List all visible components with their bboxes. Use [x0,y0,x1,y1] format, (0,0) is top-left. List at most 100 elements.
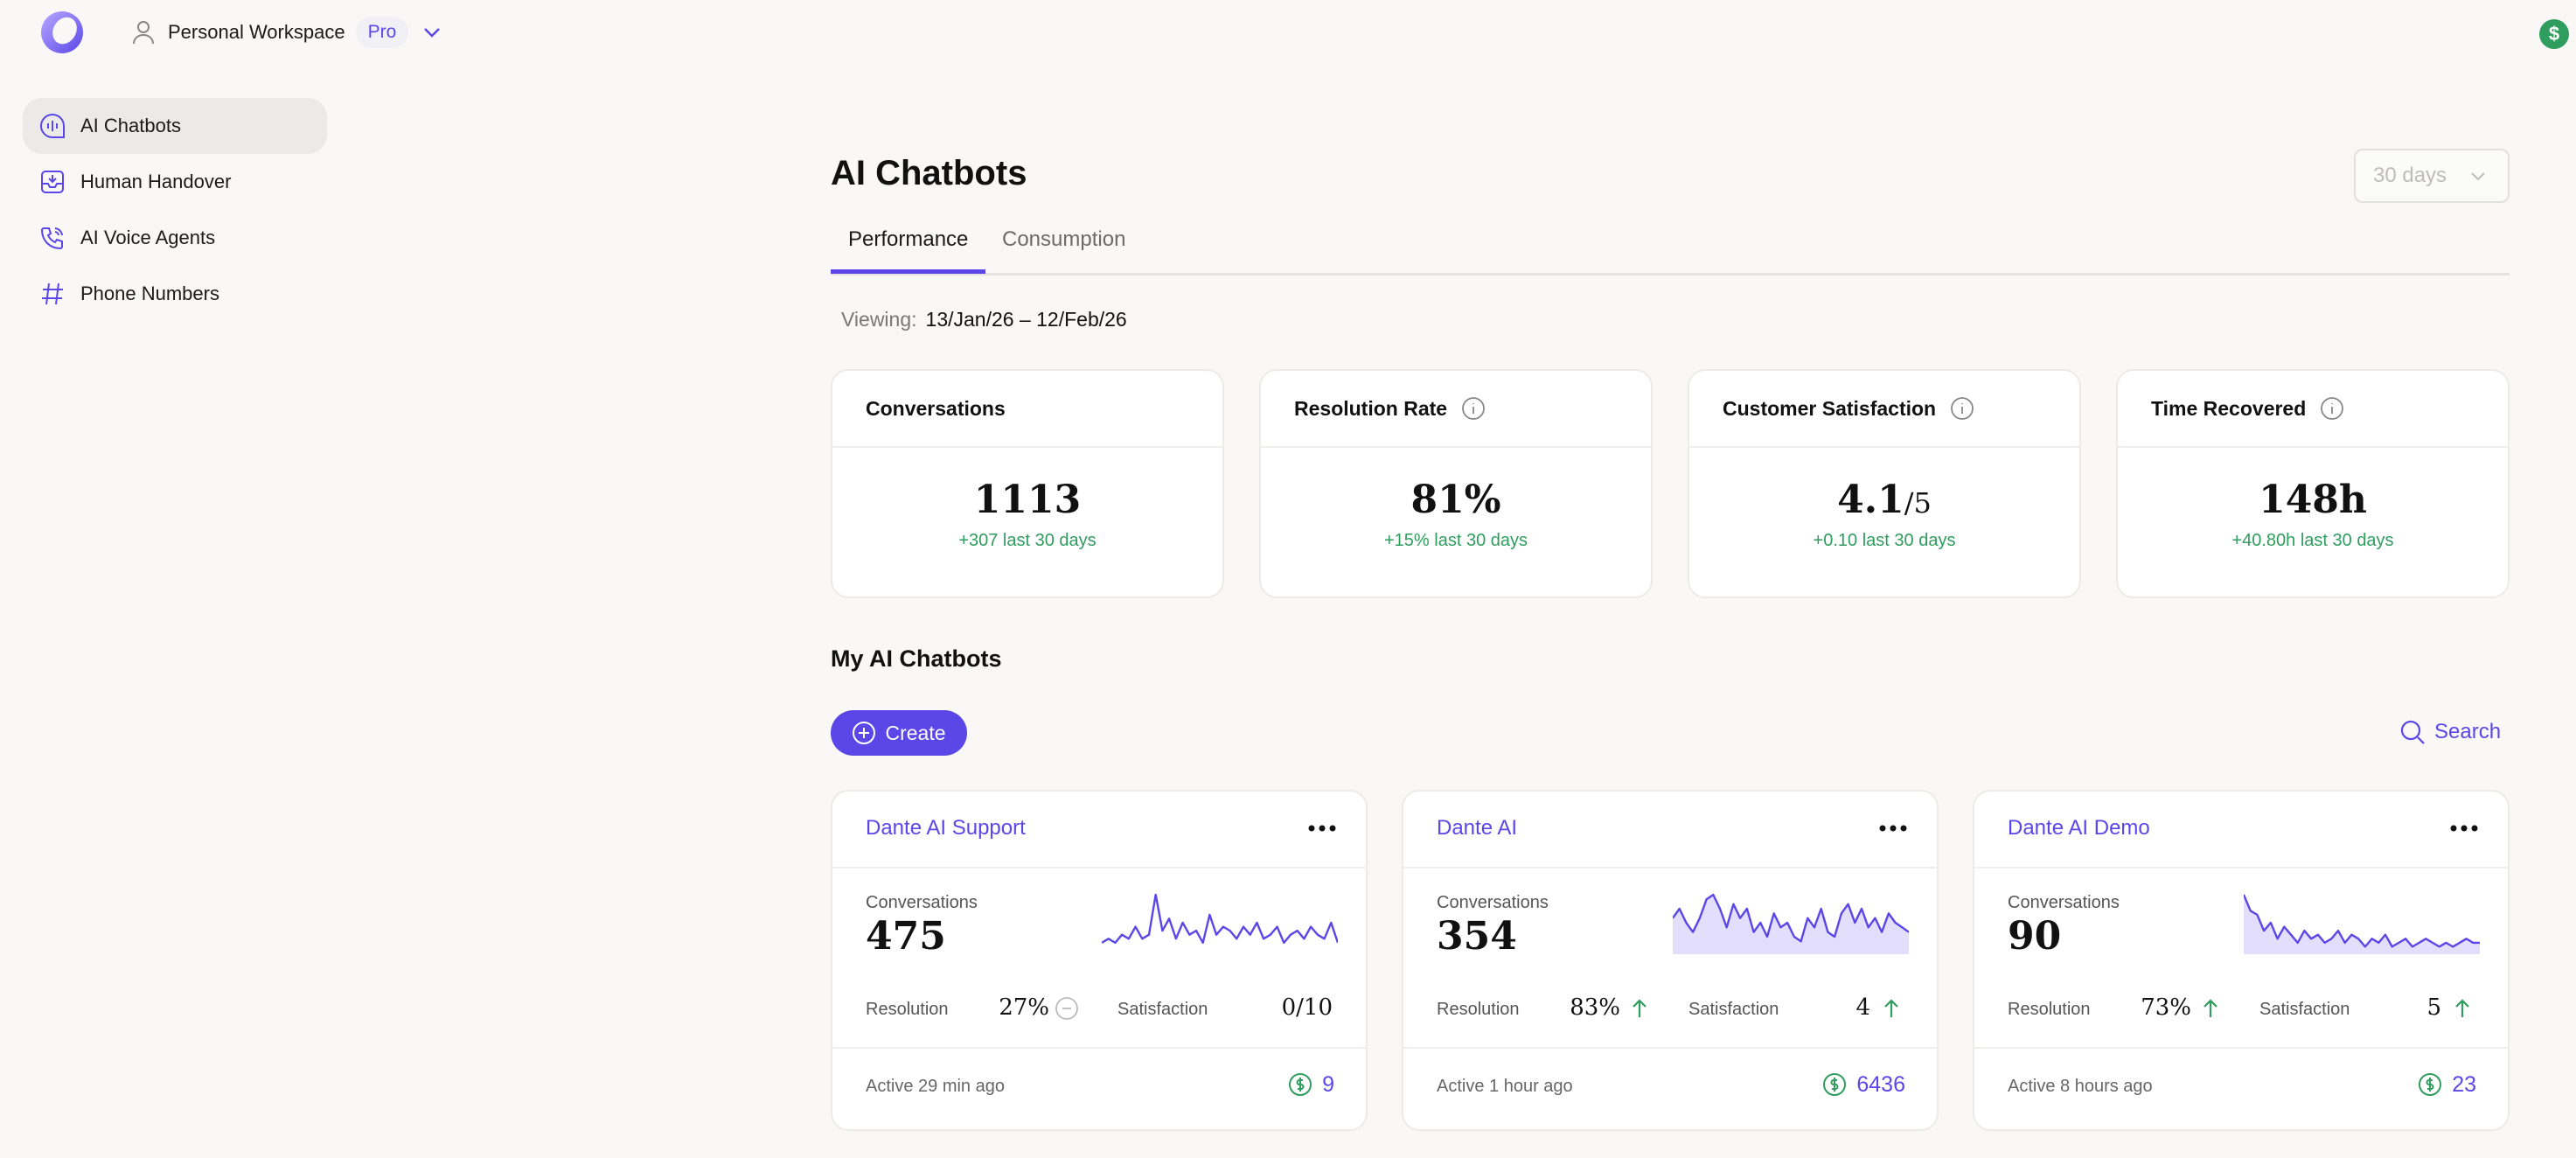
workspace-name: Personal Workspace [168,21,345,43]
conversations-label: Conversations [866,893,978,912]
tab-bar: Performance Consumption [831,220,2510,276]
sidebar-item-ai-chatbots[interactable]: AI Chatbots [23,98,327,154]
stat-title: Conversations [866,396,1006,420]
top-bar: Personal Workspace Pro $ [0,0,2576,65]
sparkline-area [2244,895,2480,954]
sparkline-area [1673,895,1909,954]
create-button[interactable]: Create [831,710,967,756]
satisfaction-value: 5 [2426,994,2441,1021]
stat-delta: +0.10 last 30 days [1813,531,1956,550]
resolution-value: 27% [999,994,1049,1021]
sidebar: AI Chatbots Human Handover AI Voice Agen… [23,98,327,322]
conversations-value: 354 [1437,914,1517,959]
chatbot-card: Dante AI Demo Conversations 90 Resolutio… [1973,790,2510,1131]
credits-dollar-icon[interactable]: $ [2539,19,2569,49]
stat-title: Customer Satisfaction [1723,396,1937,420]
arrow-up-icon [1633,999,1647,1017]
sparkline-line [1673,893,1909,943]
stat-title: Resolution Rate [1294,396,1448,420]
satisfaction-value: 4 [1855,994,1870,1021]
viewing-range: Viewing: 13/Jan/26 – 12/Feb/26 [841,308,1127,331]
stat-value: 81% [1410,478,1501,522]
conversations-sparkline [1102,893,1338,945]
info-icon[interactable] [1461,396,1486,421]
sidebar-item-phone-numbers[interactable]: Phone Numbers [23,266,327,322]
conversations-label: Conversations [2008,893,2120,912]
satisfaction-label: Satisfaction [1688,1000,1779,1019]
arrow-up-icon [1884,999,1898,1017]
user-icon [133,21,154,45]
search-button[interactable]: Search [2399,719,2501,745]
tab-consumption[interactable]: Consumption [1002,227,1126,251]
resolution-label: Resolution [1437,1000,1520,1019]
info-icon[interactable] [2320,396,2344,421]
chatbot-card: Dante AI Conversations 354 Resolution 83… [1402,790,1939,1131]
inbox-icon [41,171,64,193]
stat-value: 4.1/5 [1837,478,1932,522]
conversations-label: Conversations [1437,893,1549,912]
sidebar-item-label: AI Voice Agents [80,227,216,248]
page-title: AI Chatbots [831,154,1027,192]
viewing-value: 13/Jan/26 – 12/Feb/26 [925,308,1127,331]
more-options-icon[interactable] [1877,818,1909,839]
chatbot-icon [40,113,65,138]
date-range-select[interactable]: 30 days [2354,149,2510,203]
last-active-text: Active 8 hours ago [2008,1077,2153,1096]
sidebar-item-human-handover[interactable]: Human Handover [23,154,327,210]
satisfaction-label: Satisfaction [1117,1000,1208,1019]
chevron-down-icon [2471,172,2485,181]
dollar-circle-icon [1289,1073,1312,1096]
chatbot-cards: Dante AI Support Conversations 475 Resol… [831,790,2510,1131]
phone-call-icon [40,227,63,250]
date-range-value: 30 days [2373,164,2447,187]
chatbot-name-link[interactable]: Dante AI Support [866,816,1026,840]
chevron-down-icon[interactable] [421,21,443,44]
stat-value: 1113 [973,478,1082,522]
plan-badge: Pro [355,17,409,48]
stat-card-conversations: Conversations 1113 +307 last 30 days [831,369,1224,598]
search-icon [2400,720,2425,744]
create-label: Create [885,721,946,744]
dollar-circle-icon [1823,1073,1847,1096]
stat-delta: +15% last 30 days [1384,531,1528,550]
dollar-circle-icon [2419,1073,2442,1096]
conversations-value: 90 [2008,914,2062,959]
neutral-trend-icon [1055,997,1078,1020]
hash-icon [42,283,63,305]
stat-card-time-recovered: Time Recovered 148h +40.80h last 30 days [2116,369,2510,598]
chatbot-name-link[interactable]: Dante AI Demo [2008,816,2150,840]
sparkline-line [1102,893,1338,945]
info-icon[interactable] [1950,396,1974,421]
more-options-icon[interactable] [2448,818,2480,839]
plus-circle-icon [853,722,876,744]
sidebar-item-ai-voice-agents[interactable]: AI Voice Agents [23,210,327,266]
conversations-sparkline [2244,894,2480,954]
satisfaction-value: 0/10 [1281,994,1333,1021]
workspace-switcher[interactable]: Personal Workspace Pro [131,17,443,48]
chatbot-name-link[interactable]: Dante AI [1437,816,1518,840]
credits-value: 6436 [1856,1071,1905,1097]
stats-row: Conversations 1113 +307 last 30 days Res… [831,369,2510,598]
more-options-icon[interactable] [1306,818,1338,839]
resolution-label: Resolution [866,1000,949,1019]
sidebar-item-label: AI Chatbots [80,115,181,136]
section-title: My AI Chatbots [831,645,1002,672]
chatbot-card: Dante AI Support Conversations 475 Resol… [831,790,1368,1131]
stat-delta: +307 last 30 days [958,531,1097,550]
credits-value: 9 [1322,1071,1334,1097]
sidebar-item-label: Phone Numbers [80,283,219,304]
tab-performance[interactable]: Performance [831,227,986,274]
app-logo-icon[interactable] [38,9,86,56]
resolution-value: 73% [2141,994,2191,1021]
conversations-value: 475 [866,914,946,959]
conversations-sparkline [1673,893,1909,954]
search-label: Search [2434,720,2502,743]
stat-delta: +40.80h last 30 days [2231,531,2394,550]
arrow-up-icon [2204,999,2217,1017]
arrow-up-icon [2455,999,2469,1017]
credits-badge: 6436 [1821,1071,1905,1098]
stat-title: Time Recovered [2151,396,2307,420]
sparkline-line [2244,894,2480,948]
last-active-text: Active 1 hour ago [1437,1077,1573,1096]
credits-badge: 9 [1287,1071,1334,1098]
